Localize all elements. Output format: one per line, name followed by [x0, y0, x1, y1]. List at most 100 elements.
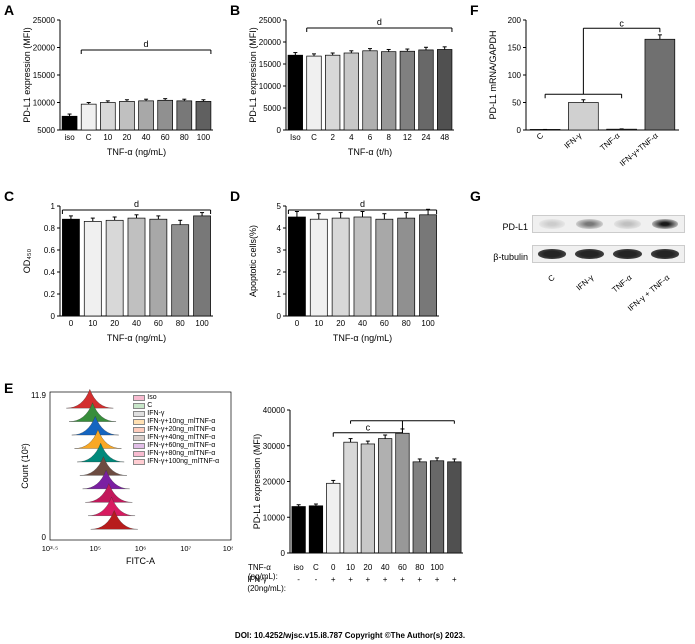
svg-text:20000: 20000 [33, 44, 56, 53]
svg-text:10: 10 [88, 319, 97, 328]
panel-label-d: D [230, 188, 240, 204]
svg-text:d: d [360, 199, 365, 209]
svg-text:d: d [144, 39, 149, 49]
svg-text:5000: 5000 [263, 104, 281, 113]
svg-text:2: 2 [277, 268, 282, 277]
svg-text:IFN-γ: IFN-γ [563, 131, 584, 150]
svg-text:0: 0 [277, 126, 282, 135]
svg-text:40: 40 [132, 319, 141, 328]
svg-text:PD-L1 expression (MFI): PD-L1 expression (MFI) [248, 27, 258, 123]
svg-text:IFN-γ+TNF-α: IFN-γ+TNF-α [618, 131, 660, 168]
svg-text:100: 100 [195, 319, 209, 328]
svg-text:c: c [366, 423, 371, 433]
svg-text:d: d [134, 199, 139, 209]
svg-text:8: 8 [386, 133, 391, 142]
svg-text:15000: 15000 [259, 60, 282, 69]
chart-a: 500010000150002000025000isoC102040608010… [18, 8, 218, 158]
svg-text:100: 100 [508, 71, 522, 80]
svg-text:PD-L1 expression (MFI): PD-L1 expression (MFI) [252, 434, 262, 530]
svg-text:Count (10²): Count (10²) [20, 443, 30, 489]
svg-text:4: 4 [349, 133, 354, 142]
svg-text:80: 80 [180, 133, 189, 142]
svg-text:0.6: 0.6 [44, 246, 56, 255]
svg-text:15000: 15000 [33, 71, 56, 80]
svg-text:10³·⁵: 10³·⁵ [42, 544, 58, 553]
svg-text:10000: 10000 [259, 82, 282, 91]
svg-text:20: 20 [110, 319, 119, 328]
svg-text:0.4: 0.4 [44, 268, 56, 277]
panel-label-g: G [470, 188, 481, 204]
svg-text:10⁷: 10⁷ [180, 544, 191, 553]
svg-text:OD₄₅₀: OD₄₅₀ [22, 248, 32, 273]
panel-label-f: F [470, 2, 479, 18]
chart-e-bar: 010000200003000040000cPD-L1 expression (… [248, 398, 468, 563]
svg-text:25000: 25000 [259, 16, 282, 25]
blot-row-label-pdl1: PD-L1 [490, 222, 532, 232]
svg-text:12: 12 [403, 133, 412, 142]
svg-text:0: 0 [51, 312, 56, 321]
svg-text:TNF-α (t/h): TNF-α (t/h) [348, 147, 392, 157]
svg-text:6: 6 [368, 133, 373, 142]
svg-text:60: 60 [154, 319, 163, 328]
svg-text:PD-L1 mRNA/GAPDH: PD-L1 mRNA/GAPDH [488, 30, 498, 119]
blot-band-pdl1 [532, 215, 685, 233]
panel-label-e: E [4, 380, 13, 396]
svg-text:10⁸·²: 10⁸·² [223, 544, 233, 553]
chart-b: 0500010000150002000025000IsoC2468122448d… [244, 8, 459, 158]
svg-text:Iso: Iso [290, 133, 301, 142]
panel-label-c: C [4, 188, 14, 204]
svg-text:C: C [535, 131, 545, 142]
svg-text:0: 0 [517, 126, 522, 135]
svg-text:60: 60 [380, 319, 389, 328]
svg-text:TNF-α (ng/mL): TNF-α (ng/mL) [333, 333, 392, 343]
svg-text:20000: 20000 [259, 38, 282, 47]
chart-d: 01234501020406080100dApoptotic cells(%)T… [244, 194, 444, 344]
svg-text:20000: 20000 [263, 478, 286, 487]
svg-text:Apoptotic cells(%): Apoptotic cells(%) [248, 225, 258, 297]
svg-text:5000: 5000 [37, 126, 55, 135]
svg-text:4: 4 [277, 224, 282, 233]
svg-text:0: 0 [42, 533, 47, 542]
svg-text:0: 0 [281, 549, 286, 558]
svg-text:C: C [86, 133, 92, 142]
svg-text:5: 5 [277, 202, 282, 211]
svg-text:100: 100 [421, 319, 435, 328]
svg-text:TNF-α (ng/mL): TNF-α (ng/mL) [107, 147, 166, 157]
svg-text:150: 150 [508, 44, 522, 53]
svg-text:80: 80 [402, 319, 411, 328]
svg-text:10⁶: 10⁶ [135, 544, 146, 553]
svg-text:iso: iso [64, 133, 75, 142]
svg-text:20: 20 [122, 133, 131, 142]
panel-label-a: A [4, 2, 14, 18]
chart-f: 050100150200CIFN-γTNF-αIFN-γ+TNF-αPD-L1 … [484, 8, 684, 178]
svg-text:25000: 25000 [33, 16, 56, 25]
svg-text:FITC-A: FITC-A [126, 556, 155, 566]
svg-text:d: d [377, 17, 382, 27]
svg-text:10000: 10000 [33, 99, 56, 108]
svg-text:40: 40 [142, 133, 151, 142]
svg-text:0: 0 [277, 312, 282, 321]
svg-text:11.9: 11.9 [31, 391, 47, 400]
svg-text:PD-L1 expression (MFI): PD-L1 expression (MFI) [22, 27, 32, 123]
histogram-e: 10³·⁵ 10⁵ 10⁶ 10⁷ 10⁸·² FITC-A 11.9 0 Count (10²… [18, 386, 233, 566]
doi-text: DOI: 10.4252/wjsc.v15.i8.787 Copyright ©… [150, 631, 550, 640]
svg-text:50: 50 [512, 99, 521, 108]
blot-row-label-tubulin: β-tubulin [490, 252, 532, 262]
svg-text:C: C [311, 133, 317, 142]
chart-c: 00.20.40.60.8101020406080100dOD₄₅₀TNF-α … [18, 194, 218, 344]
svg-text:48: 48 [440, 133, 449, 142]
svg-text:3: 3 [277, 246, 282, 255]
western-blot: PD-L1 β-tubulin CIFN-γTNF-αIFN-γ + TNF-α [490, 215, 685, 309]
svg-text:10⁵: 10⁵ [90, 544, 101, 553]
svg-text:10000: 10000 [263, 513, 286, 522]
svg-text:0: 0 [295, 319, 300, 328]
blot-band-tubulin [532, 245, 685, 263]
svg-text:10: 10 [314, 319, 323, 328]
svg-text:1: 1 [51, 202, 56, 211]
svg-text:24: 24 [422, 133, 431, 142]
svg-text:2: 2 [330, 133, 335, 142]
svg-text:c: c [619, 18, 624, 28]
svg-text:40000: 40000 [263, 406, 286, 415]
svg-text:TNF-α: TNF-α [598, 131, 622, 153]
svg-text:1: 1 [277, 290, 282, 299]
